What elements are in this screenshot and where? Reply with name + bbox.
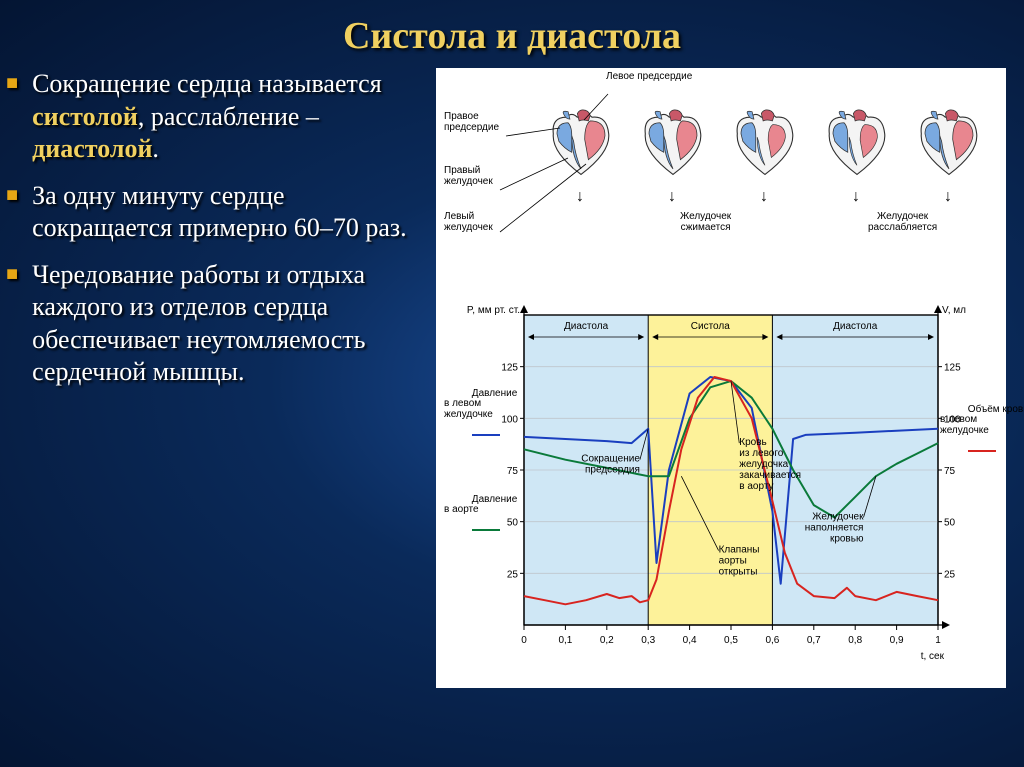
chart-area: 25255050757510010012512500,10,20,30,40,5… <box>446 298 1000 670</box>
legend-ventricle-pressure: Давление в левом желудочке <box>444 378 514 452</box>
b1-post: . <box>152 134 159 163</box>
svg-text:Желудочек: Желудочек <box>812 512 864 523</box>
svg-text:Диастола: Диастола <box>833 321 878 332</box>
svg-text:0,6: 0,6 <box>765 635 779 646</box>
hearts-row: ↓ ↓ ↓ ↓ ↓ <box>544 80 1002 270</box>
b2-text: За одну минуту сердце сокращается пример… <box>32 180 428 245</box>
bullet-1: ■ Сокращение сердца называется систолой,… <box>6 68 428 166</box>
svg-text:t, сек: t, сек <box>921 651 945 662</box>
svg-text:закачивается: закачивается <box>739 470 801 481</box>
svg-text:0,7: 0,7 <box>807 635 821 646</box>
svg-text:75: 75 <box>507 466 519 477</box>
svg-text:открыты: открыты <box>719 567 758 578</box>
svg-text:P, мм рт. ст.: P, мм рт. ст. <box>467 305 520 316</box>
svg-text:125: 125 <box>944 363 961 374</box>
svg-text:75: 75 <box>944 466 956 477</box>
svg-text:наполняется: наполняется <box>805 523 864 534</box>
svg-text:желудочка: желудочка <box>739 459 788 470</box>
diagram-panel: Левое предсердие Правое предсердие Правы… <box>436 68 1012 688</box>
svg-text:Клапаны: Клапаны <box>719 545 760 556</box>
svg-text:Систола: Систола <box>691 321 730 332</box>
label-ventricle-contracts: Желудочек сжимается <box>680 212 731 233</box>
label-ventricle-relaxes: Желудочек расслабляется <box>868 212 937 233</box>
diagram-box: Левое предсердие Правое предсердие Правы… <box>436 68 1006 688</box>
b1-mid: , расслабление – <box>138 102 319 131</box>
arrow-down-icon: ↓ <box>944 188 952 206</box>
svg-text:V, мл: V, мл <box>942 305 966 316</box>
svg-text:0,5: 0,5 <box>724 635 738 646</box>
bullet-2: ■ За одну минуту сердце сокращается прим… <box>6 180 428 245</box>
svg-text:кровью: кровью <box>830 534 864 545</box>
bullet-icon: ■ <box>6 71 18 166</box>
svg-text:0: 0 <box>521 635 527 646</box>
svg-text:в аорту: в аорту <box>739 481 773 492</box>
legend-aorta-pressure: Давление в аорте <box>444 484 514 547</box>
svg-text:Диастола: Диастола <box>564 321 609 332</box>
bullet-icon: ■ <box>6 183 18 245</box>
svg-text:Кровь: Кровь <box>739 437 766 448</box>
svg-text:0,8: 0,8 <box>848 635 862 646</box>
b1-hi: систолой <box>32 102 138 131</box>
svg-text:0,1: 0,1 <box>558 635 572 646</box>
b1-pre: Сокращение сердца называется <box>32 69 382 98</box>
svg-text:из левого: из левого <box>739 448 784 459</box>
b3-text: Чередование работы и отдыха каждого из о… <box>32 259 428 389</box>
heart-lead-lines <box>444 80 904 270</box>
svg-text:25: 25 <box>507 569 519 580</box>
svg-text:предсердия: предсердия <box>585 465 640 476</box>
svg-text:0,4: 0,4 <box>683 635 697 646</box>
svg-text:Сокращение: Сокращение <box>581 454 640 465</box>
legend-ventricle-volume: Объём крови в левом желудочке <box>940 394 1004 468</box>
svg-text:0,2: 0,2 <box>600 635 614 646</box>
bullet-panel: ■ Сокращение сердца называется систолой,… <box>6 68 436 688</box>
cardiac-cycle-chart: 25255050757510010012512500,10,20,30,40,5… <box>446 298 1000 670</box>
slide-title: Систола и диастола <box>0 0 1024 58</box>
svg-text:0,3: 0,3 <box>641 635 655 646</box>
content-row: ■ Сокращение сердца называется систолой,… <box>0 58 1024 688</box>
bullet-3: ■ Чередование работы и отдыха каждого из… <box>6 259 428 389</box>
svg-text:0,9: 0,9 <box>890 635 904 646</box>
heart-5 <box>912 108 986 180</box>
b1-hi2: диастолой <box>32 134 152 163</box>
svg-text:125: 125 <box>501 363 518 374</box>
svg-text:50: 50 <box>944 518 956 529</box>
bullet-icon: ■ <box>6 262 18 389</box>
svg-text:25: 25 <box>944 569 956 580</box>
svg-text:аорты: аорты <box>719 556 747 567</box>
svg-text:1: 1 <box>935 635 941 646</box>
